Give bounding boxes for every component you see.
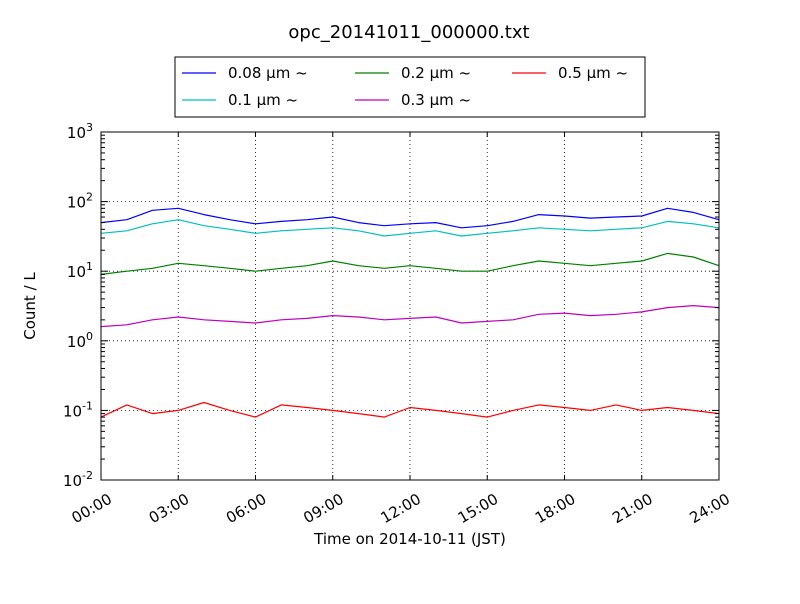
x-tick-label: 24:00 <box>687 490 733 527</box>
y-tick-label: 10-1 <box>63 399 93 420</box>
legend-label: 0.3 μm ~ <box>401 91 471 109</box>
legend-label: 0.1 μm ~ <box>228 91 298 109</box>
legend: 0.08 μm ~ 0.1 μm ~ 0.2 μm ~ 0.3 μm ~ 0.5 μm … <box>174 56 646 118</box>
y-tick-label: 101 <box>67 260 93 281</box>
legend-label: 0.5 μm ~ <box>558 64 628 82</box>
series-line-1 <box>100 219 720 237</box>
x-tick-label: 06:00 <box>223 490 269 527</box>
legend-item: 0.3 μm ~ <box>355 91 471 109</box>
x-tick-label: 21:00 <box>609 490 655 527</box>
x-tick-label: 00:00 <box>69 490 115 527</box>
x-axis: 00:00 03:00 06:00 09:00 12:00 15:00 18:00 21:00… <box>69 132 733 527</box>
series-layer <box>100 207 720 418</box>
legend-item: 0.2 μm ~ <box>355 64 471 82</box>
legend-label: 0.2 μm ~ <box>401 64 471 82</box>
x-tick-label: 12:00 <box>378 490 424 527</box>
legend-item: 0.5 μm ~ <box>512 64 628 82</box>
legend-item: 0.1 μm ~ <box>182 91 298 109</box>
legend-item: 0.08 μm ~ <box>182 64 308 82</box>
y-tick-label: 103 <box>67 121 93 142</box>
y-axis: 10-2 10-1 100 101 102 103 <box>63 121 719 490</box>
x-tick-label: 18:00 <box>532 490 578 527</box>
x-axis-label: Time on 2014-10-11 (JST) <box>313 530 506 548</box>
legend-label: 0.08 μm ~ <box>228 64 308 82</box>
y-tick-label: 10-2 <box>63 469 93 490</box>
series-line-2 <box>100 252 720 275</box>
y-tick-label: 102 <box>67 191 93 212</box>
x-tick-label: 15:00 <box>455 490 501 527</box>
series-line-0 <box>100 207 720 229</box>
series-line-3 <box>100 305 720 328</box>
x-tick-label: 03:00 <box>146 490 192 527</box>
y-tick-label: 100 <box>67 330 93 351</box>
x-tick-label: 09:00 <box>300 490 346 527</box>
legend-frame <box>174 56 646 118</box>
series-line-4 <box>100 401 720 418</box>
grid <box>101 132 719 480</box>
chart-title: opc_20141011_000000.txt <box>288 22 529 43</box>
y-axis-label: Count / L <box>21 272 39 340</box>
